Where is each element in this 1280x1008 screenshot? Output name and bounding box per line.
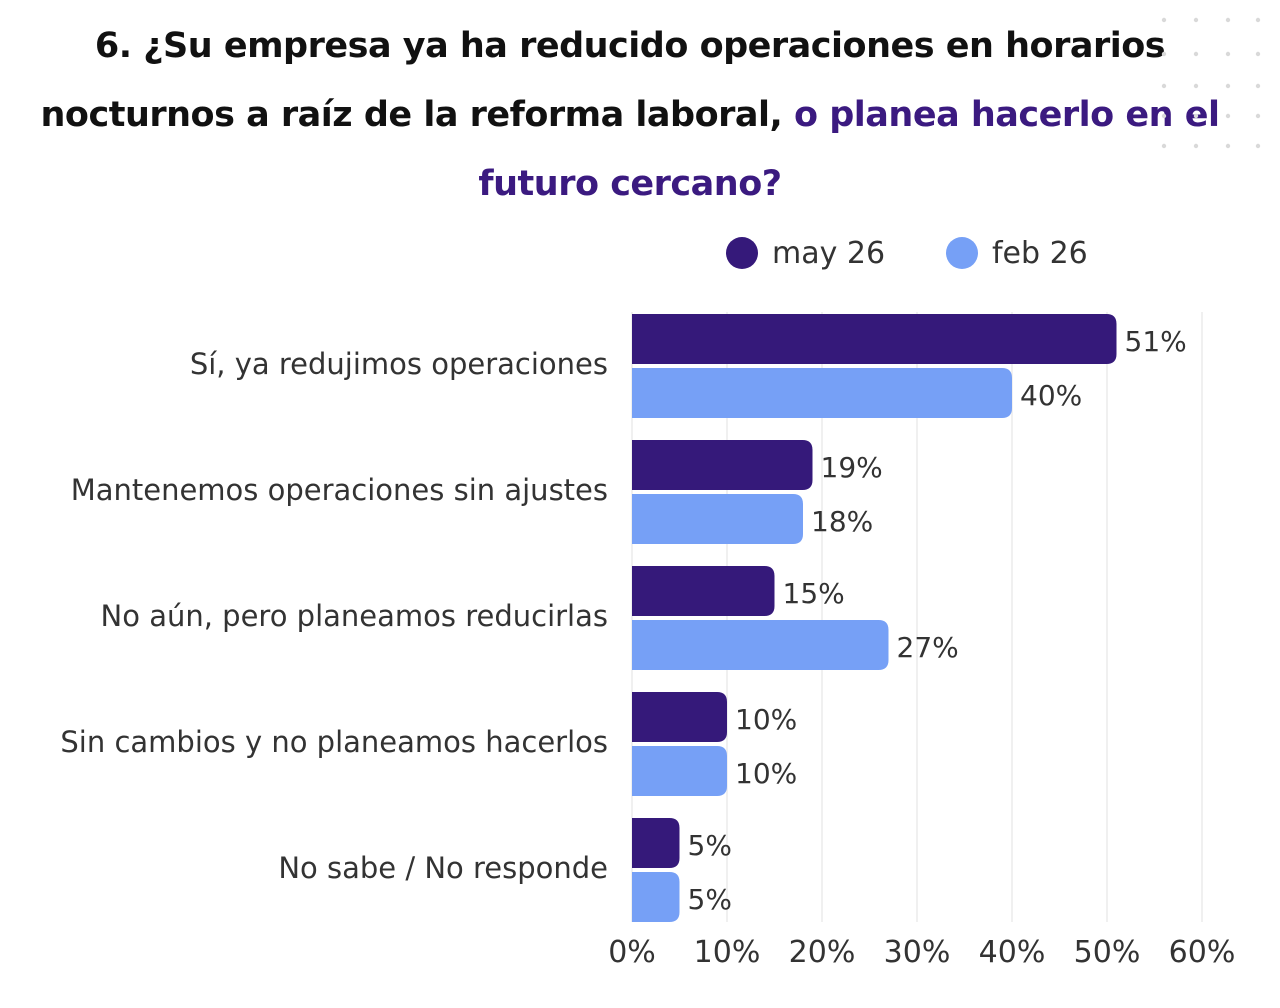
value-label: 18% [811, 505, 873, 538]
x-tick-label: 60% [1169, 935, 1236, 970]
x-tick-label: 30% [884, 935, 951, 970]
value-labels: 51% 40% 19% 18% 15% 27% 10% 10% 5% 5% [688, 325, 1187, 916]
bars [632, 314, 1117, 922]
bar-may [632, 692, 727, 742]
value-label: 5% [688, 883, 732, 916]
bar-may [632, 818, 680, 868]
value-label: 10% [735, 757, 797, 790]
x-axis-ticks: 0% 10% 20% 30% 40% 50% 60% [608, 935, 1235, 970]
value-label: 15% [783, 577, 845, 610]
bar-feb [632, 872, 680, 922]
x-tick-label: 0% [608, 935, 656, 970]
title-main: 6. ¿Su empresa ya ha reducido operacione… [40, 26, 1166, 135]
value-label: 40% [1020, 379, 1082, 412]
decorative-dots [1161, 17, 1261, 149]
value-label: 19% [821, 451, 883, 484]
x-tick-label: 40% [979, 935, 1046, 970]
category-label: No sabe / No responde [278, 851, 608, 885]
legend-swatch-1 [946, 237, 978, 269]
value-label: 5% [688, 829, 732, 862]
bar-feb [632, 494, 803, 544]
bar-feb [632, 620, 889, 670]
title-highlight: o planea hacerlo en el futuro cercano? [478, 95, 1220, 204]
x-tick-label: 20% [789, 935, 856, 970]
chart-title: 6. ¿Su empresa ya ha reducido operacione… [20, 12, 1240, 219]
bar-may [632, 440, 813, 490]
x-tick-label: 50% [1074, 935, 1141, 970]
bar-feb [632, 368, 1012, 418]
bar-may [632, 314, 1117, 364]
category-label: Mantenemos operaciones sin ajustes [71, 473, 608, 507]
legend-swatch-0 [726, 237, 758, 269]
category-label: No aún, pero planeamos reducirlas [101, 599, 608, 633]
value-label: 10% [735, 703, 797, 736]
legend: may 26 feb 26 [726, 236, 1088, 271]
category-labels: Sí, ya redujimos operaciones Mantenemos o… [60, 347, 608, 885]
category-label: Sin cambios y no planeamos hacerlos [60, 725, 608, 759]
bar-feb [632, 746, 727, 796]
bar-may [632, 566, 775, 616]
value-label: 51% [1125, 325, 1187, 358]
value-label: 27% [897, 631, 959, 664]
category-label: Sí, ya redujimos operaciones [190, 347, 608, 381]
legend-label-1: feb 26 [992, 236, 1088, 271]
x-tick-label: 10% [694, 935, 761, 970]
legend-label-0: may 26 [772, 236, 885, 271]
